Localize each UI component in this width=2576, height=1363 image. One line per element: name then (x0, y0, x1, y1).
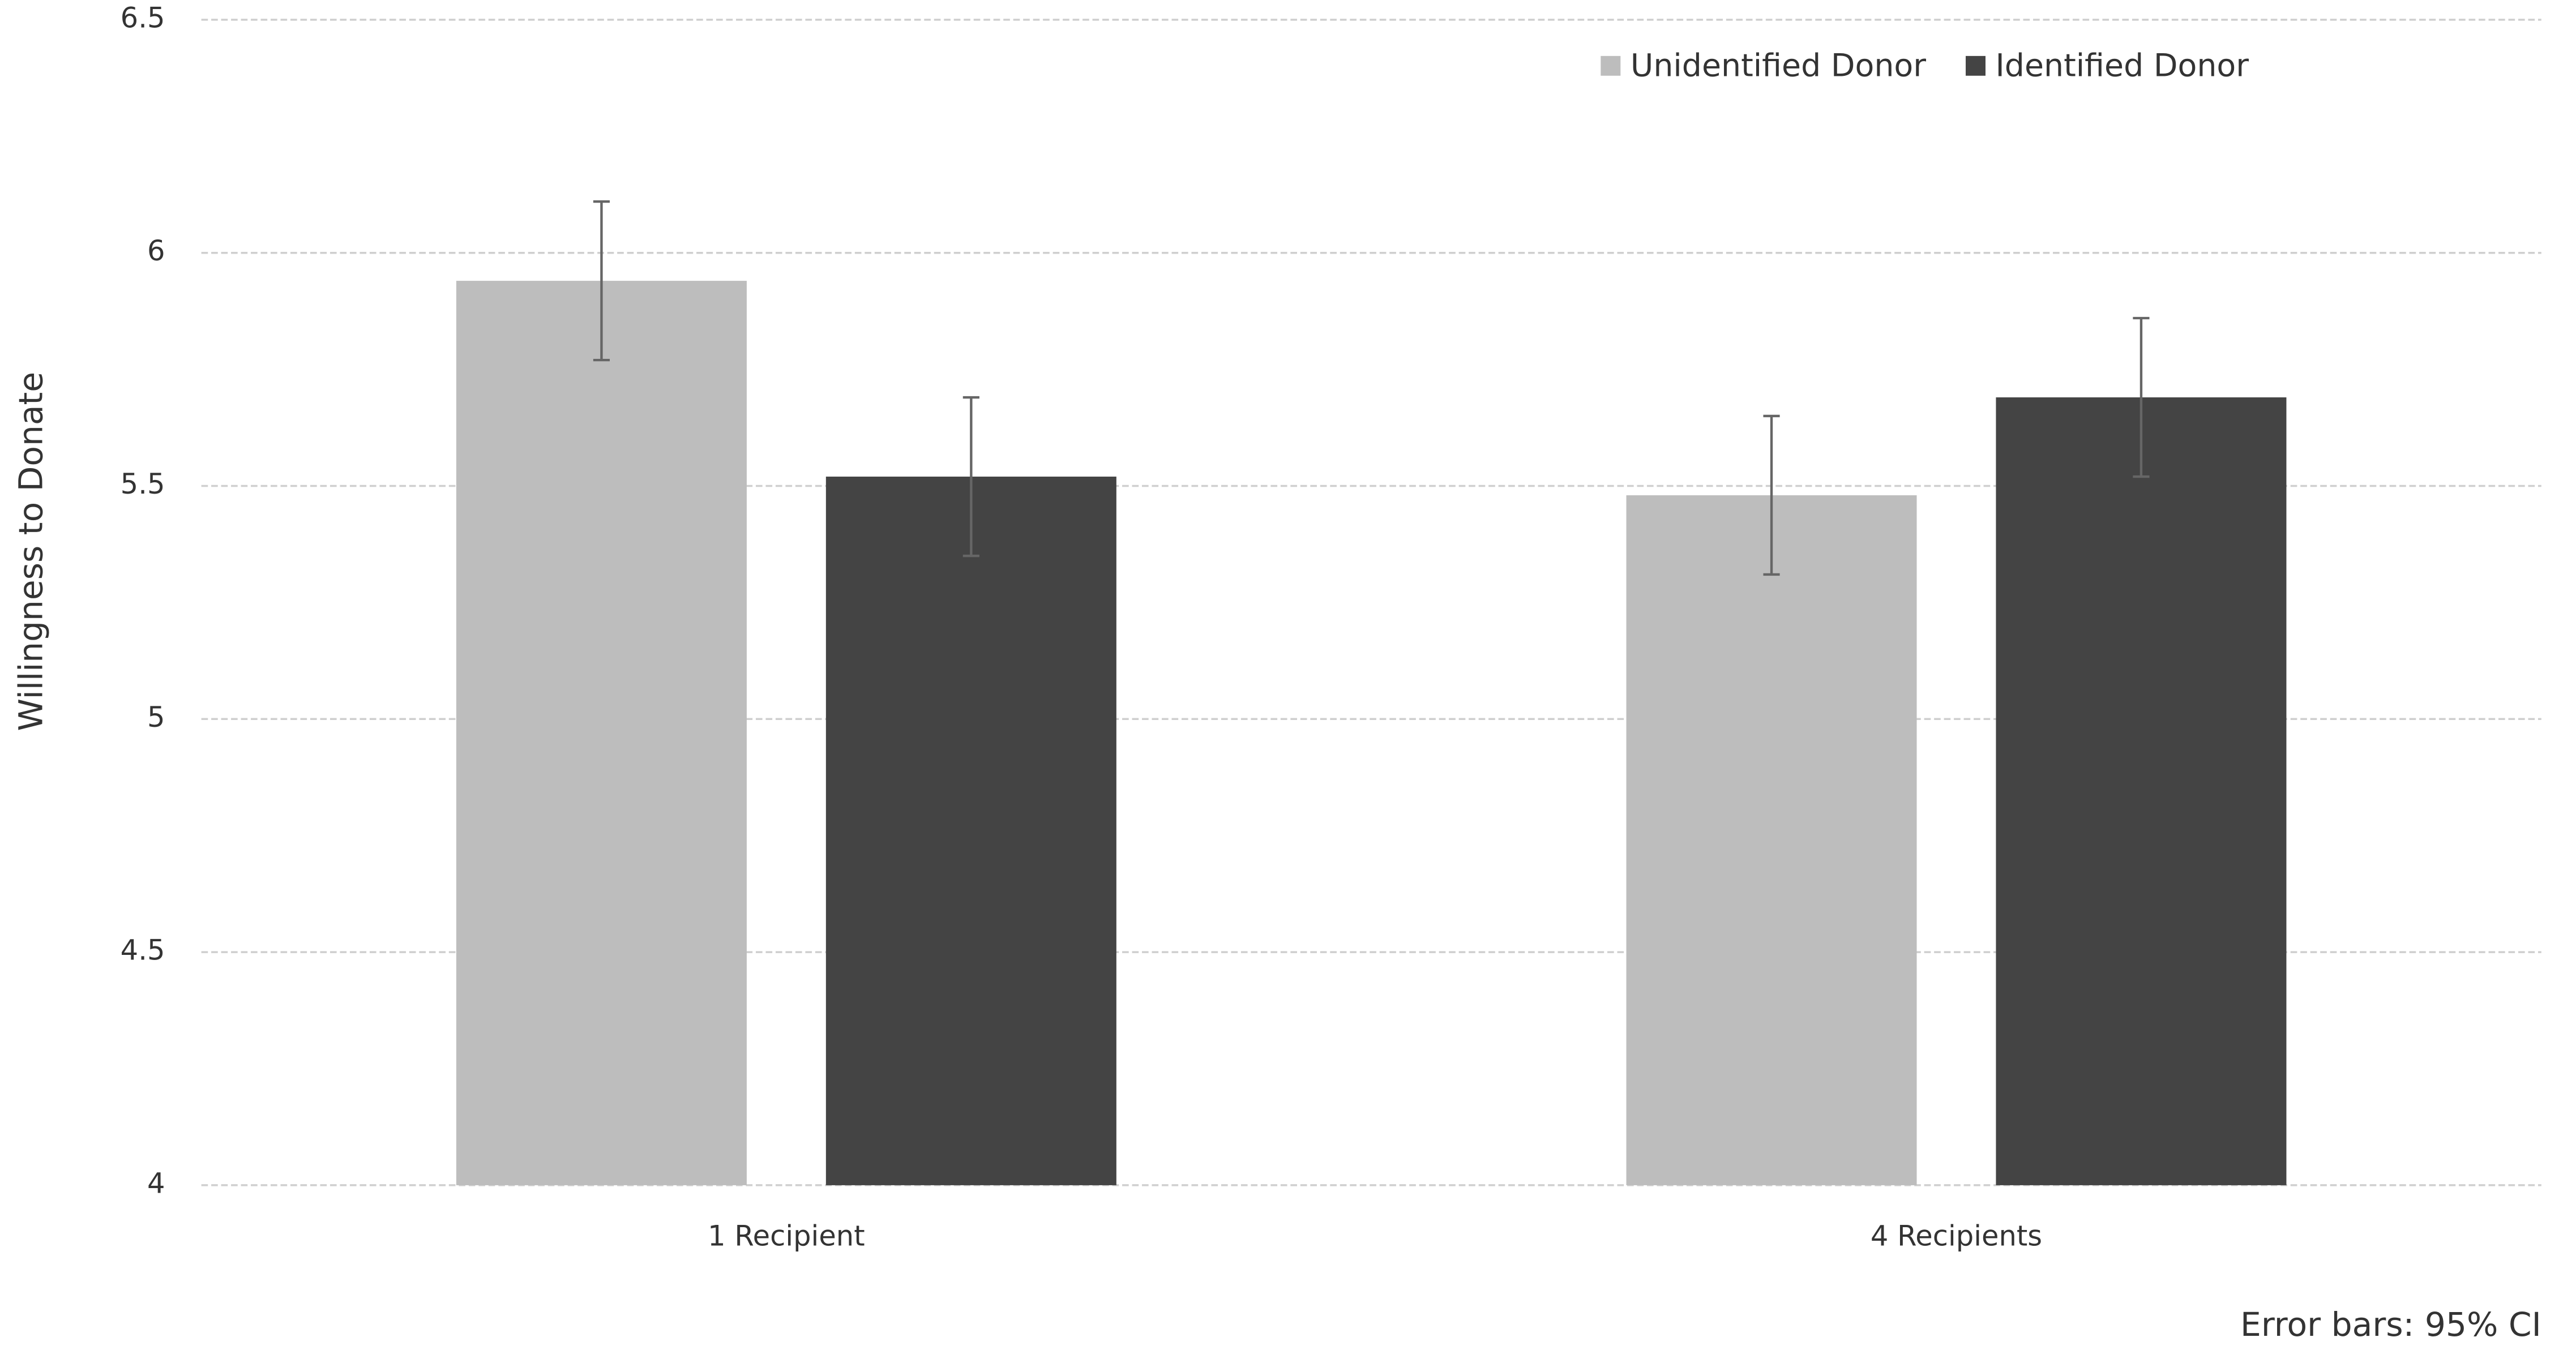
y-tick-label: 6.5 (121, 1, 165, 34)
annotation: Error bars: 95% CI (2240, 1305, 2541, 1344)
y-tick-label: 4 (147, 1167, 165, 1199)
y-tick-label: 4.5 (121, 934, 165, 967)
legend-label: Unidentified Donor (1631, 48, 1927, 84)
x-tick-label: 1 Recipient (708, 1220, 865, 1253)
y-axis-label: Willingness to Donate (11, 372, 50, 731)
bar (1996, 397, 2287, 1185)
legend-swatch (1601, 55, 1621, 76)
legend-swatch (1966, 55, 1986, 76)
y-tick-label: 6 (147, 234, 165, 267)
y-tick-label: 5 (147, 701, 165, 734)
legend-label: Identified Donor (1995, 48, 2249, 84)
bar (456, 281, 747, 1185)
x-tick-label: 4 Recipients (1871, 1220, 2042, 1253)
y-tick-label: 5.5 (121, 468, 165, 500)
bar (825, 477, 1116, 1185)
bar (1626, 495, 1917, 1185)
